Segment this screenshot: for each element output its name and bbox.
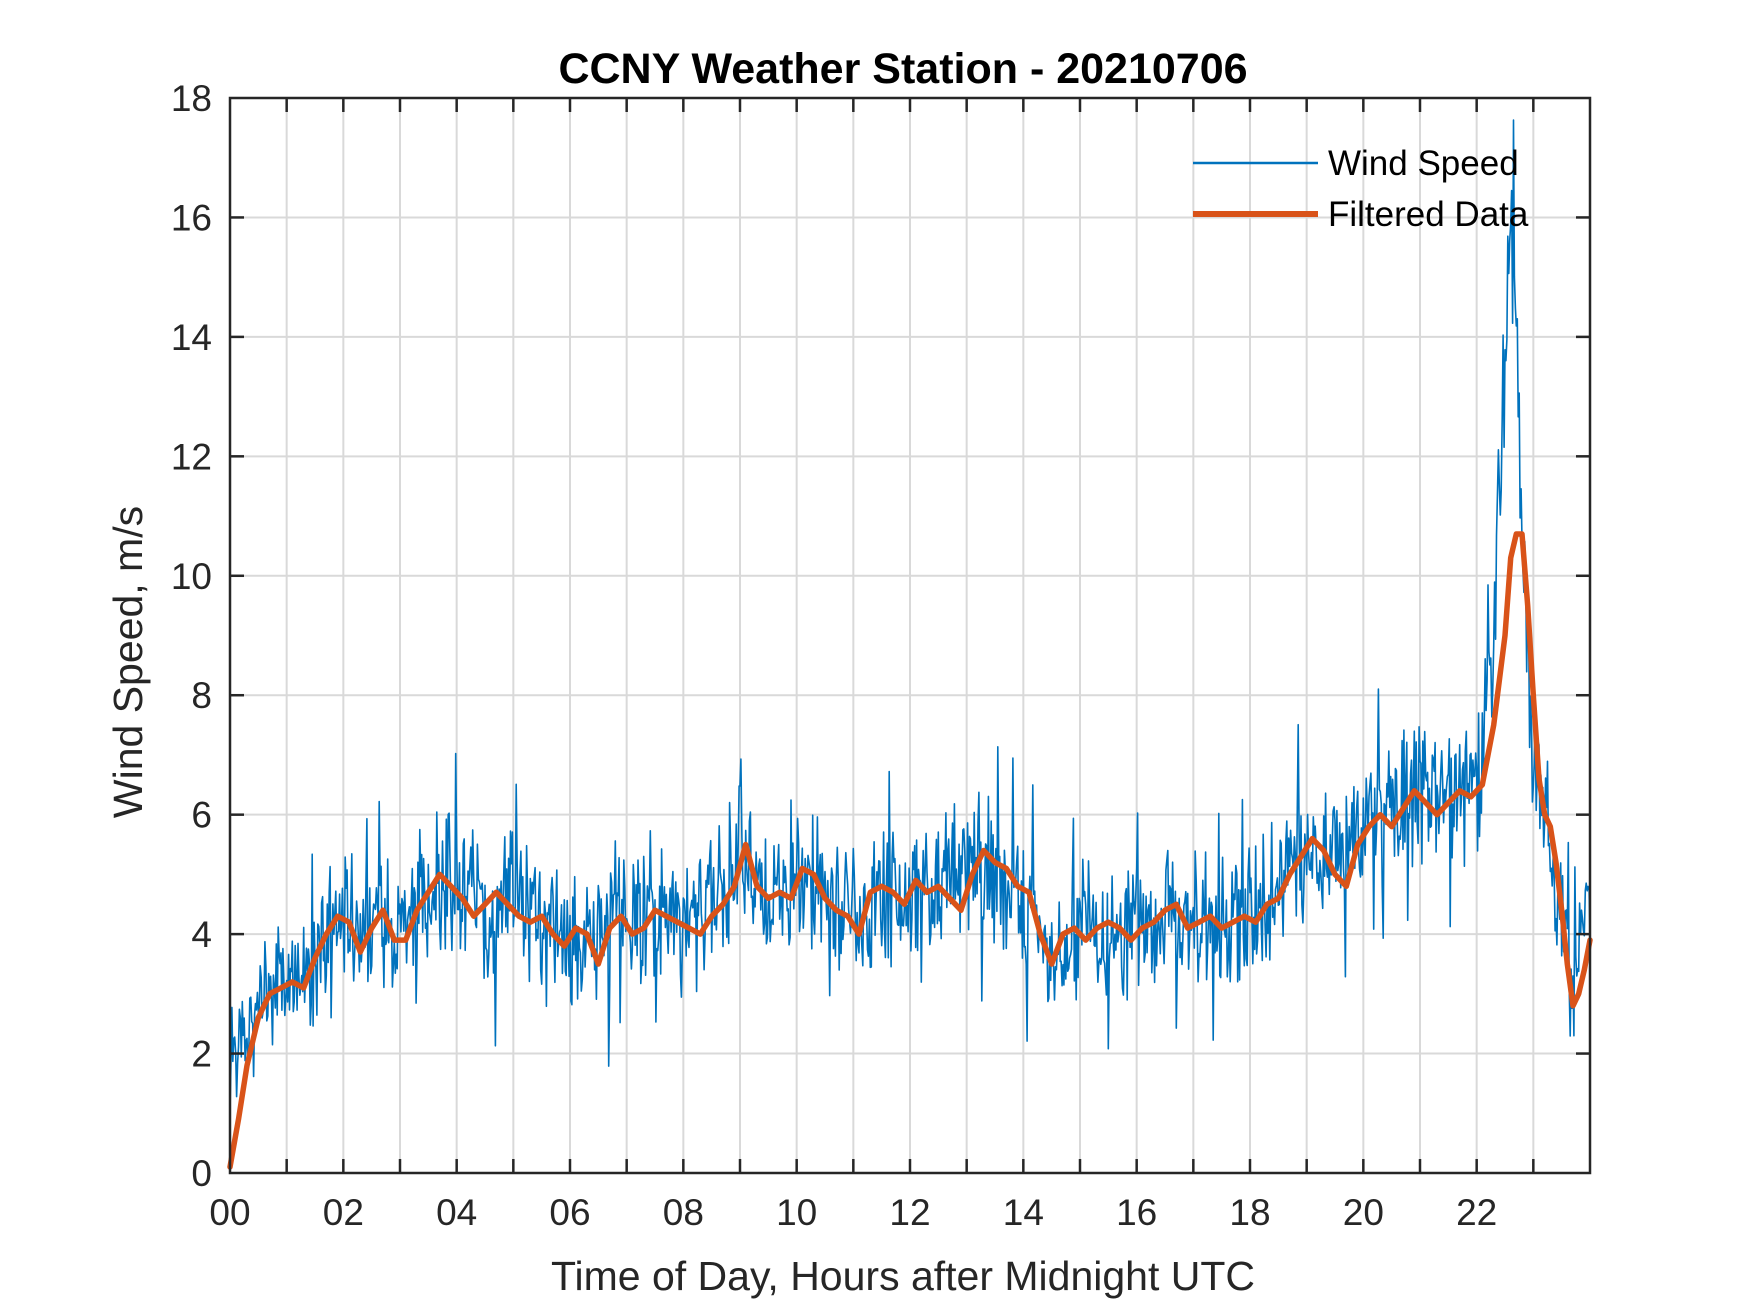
y-tick-label: 12 (171, 436, 212, 477)
x-tick-label: 14 (1003, 1192, 1044, 1233)
y-tick-label: 14 (171, 317, 212, 358)
series-layer (227, 119, 1593, 1170)
y-tick-label: 18 (171, 78, 212, 119)
legend: Wind Speed Filtered Data (1193, 144, 1529, 234)
y-axis-label: Wind Speed, m/s (105, 506, 151, 818)
y-tick-label: 6 (191, 795, 212, 836)
x-tick-label: 02 (323, 1192, 364, 1233)
x-tick-label: 10 (776, 1192, 817, 1233)
x-tick-label: 00 (209, 1192, 250, 1233)
y-tick-label: 10 (171, 556, 212, 597)
legend-label-wind-speed: Wind Speed (1328, 144, 1519, 183)
legend-label-filtered-data: Filtered Data (1328, 195, 1529, 234)
y-tick-label: 16 (171, 197, 212, 238)
x-tick-label: 12 (889, 1192, 930, 1233)
y-tick-label: 0 (191, 1153, 212, 1194)
chart-title: CCNY Weather Station - 20210706 (558, 45, 1247, 93)
y-tick-label: 2 (191, 1034, 212, 1075)
x-axis-label: Time of Day, Hours after Midnight UTC (551, 1253, 1255, 1299)
x-tick-label: 22 (1456, 1192, 1497, 1233)
x-tick-label: 08 (663, 1192, 704, 1233)
x-tick-label: 06 (549, 1192, 590, 1233)
y-tick-label: 4 (191, 914, 212, 955)
series-line-filtered-data (227, 531, 1593, 1170)
x-tick-label: 16 (1116, 1192, 1157, 1233)
x-tick-label: 04 (436, 1192, 477, 1233)
axes (228, 96, 1592, 1175)
x-tick-label: 18 (1229, 1192, 1270, 1233)
x-tick-label: 20 (1343, 1192, 1384, 1233)
y-tick-label: 8 (191, 675, 212, 716)
